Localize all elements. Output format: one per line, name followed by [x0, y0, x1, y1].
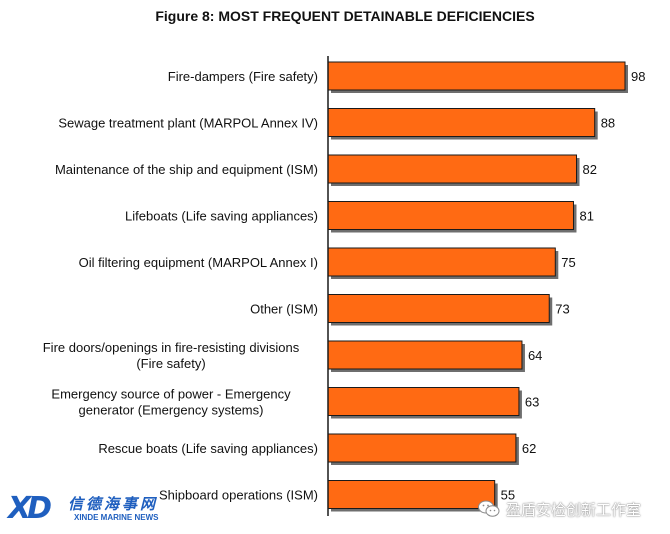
category-label: Fire doors/openings in fire-resisting di… — [43, 340, 300, 355]
category-label: (Fire safety) — [136, 356, 205, 371]
data-label: 98 — [631, 69, 645, 84]
data-label: 64 — [528, 348, 542, 363]
category-label: Lifeboats (Life saving appliances) — [125, 209, 318, 224]
chart-title: Figure 8: MOST FREQUENT DETAINABLE DEFIC… — [155, 8, 535, 24]
labels-layer: 98 Fire-dampers (Fire safety) 88 Sewage tre… — [43, 69, 646, 503]
wechat-watermark: 盈盾安检创新工作室 — [474, 496, 664, 524]
xinde-logo-cn-text: 信德海事网 — [68, 496, 159, 513]
bar — [327, 480, 496, 509]
bar — [327, 61, 626, 91]
bar — [327, 154, 578, 184]
category-label: Emergency source of power - Emergency — [51, 387, 291, 402]
bar — [327, 201, 574, 230]
category-label: Oil filtering equipment (MARPOL Annex I) — [79, 255, 318, 270]
category-label: Shipboard operations (ISM) — [159, 488, 318, 503]
data-label: 81 — [579, 209, 593, 224]
xinde-watermark-logo: XD 信德海事网 XINDE MARINE NEWS — [8, 492, 178, 526]
xd-logo-mark: XD — [8, 491, 52, 526]
wechat-watermark-text: 盈盾安检创新工作室 — [506, 501, 642, 519]
data-label: 75 — [561, 255, 575, 270]
data-label: 55 — [501, 488, 515, 503]
bar — [327, 294, 550, 323]
data-label: 62 — [522, 441, 536, 456]
category-label: Sewage treatment plant (MARPOL Annex IV) — [58, 116, 318, 131]
data-label: 88 — [601, 116, 615, 131]
data-label: 82 — [583, 162, 597, 177]
bar — [327, 340, 523, 370]
bar — [327, 387, 520, 416]
category-label: Maintenance of the ship and equipment (I… — [55, 162, 318, 177]
bar — [327, 108, 596, 137]
bar — [327, 247, 556, 277]
bar — [327, 433, 517, 463]
bars-layer — [327, 61, 628, 512]
data-label: 73 — [555, 302, 569, 317]
data-label: 63 — [525, 395, 539, 410]
category-label: Other (ISM) — [250, 302, 318, 317]
category-label: generator (Emergency systems) — [79, 403, 264, 418]
xinde-logo-en-text: XINDE MARINE NEWS — [74, 513, 159, 522]
category-label: Fire-dampers (Fire safety) — [168, 69, 318, 84]
category-label: Rescue boats (Life saving appliances) — [98, 441, 318, 456]
wechat-icon — [478, 500, 500, 517]
